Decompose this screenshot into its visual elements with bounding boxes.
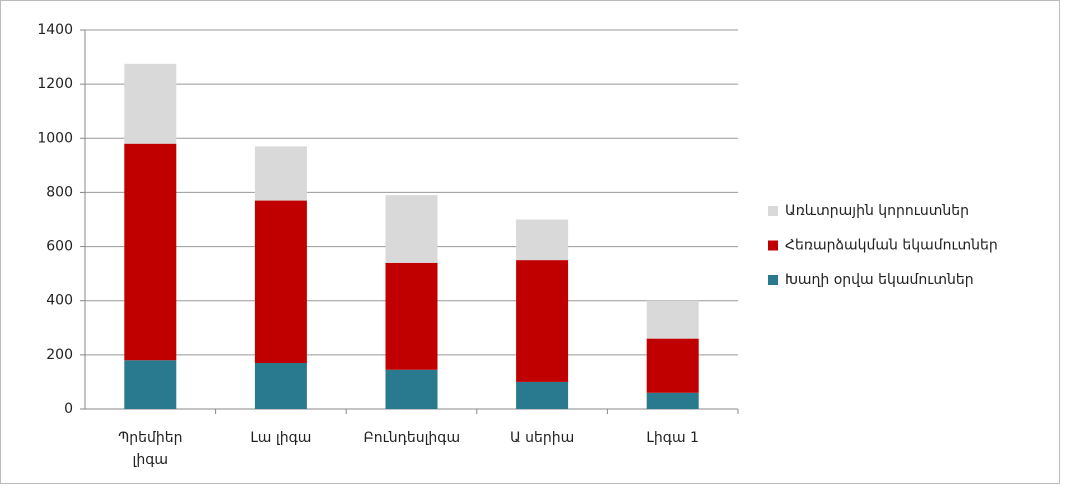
legend-label: Հեռարձակման եկամուտներ — [785, 238, 998, 254]
y-tick-label: 400 — [46, 293, 73, 309]
legend-swatch — [768, 240, 778, 251]
bar — [516, 260, 569, 382]
bar — [254, 200, 307, 363]
legend-label: Առևտրային կորուստներ — [785, 203, 969, 219]
x-tick-label: Պրեմիեր լիգա — [118, 430, 183, 468]
bar — [646, 338, 699, 393]
bar — [254, 362, 307, 409]
x-tick-label: Լիգա 1 — [646, 430, 699, 446]
bar — [646, 300, 699, 339]
y-tick-label: 1000 — [37, 130, 73, 146]
bar — [254, 146, 307, 201]
bar — [385, 262, 438, 370]
x-tick-label: Բունդեսլիգա — [363, 430, 461, 446]
legend-swatch — [768, 275, 778, 285]
y-tick-label: 0 — [64, 401, 73, 417]
y-tick-label: 1400 — [37, 22, 73, 38]
y-tick-label: 600 — [46, 239, 73, 255]
legend-swatch — [768, 206, 778, 216]
bar — [646, 392, 699, 409]
y-tick-label: 1200 — [37, 76, 73, 92]
x-tick-label: Լա լիգա — [250, 430, 312, 446]
bar — [516, 219, 569, 261]
bar — [385, 369, 438, 409]
bar — [516, 381, 569, 409]
chart-frame — [0, 0, 1060, 484]
y-tick-label: 200 — [46, 347, 73, 363]
bar — [124, 143, 177, 361]
bar — [124, 360, 177, 409]
bar — [124, 63, 177, 144]
y-tick-label: 800 — [46, 184, 73, 200]
x-tick-label: Ա սերիա — [509, 430, 575, 446]
legend-label: Խաղի օրվա եկամուտներ — [785, 272, 974, 288]
bar — [385, 195, 438, 263]
